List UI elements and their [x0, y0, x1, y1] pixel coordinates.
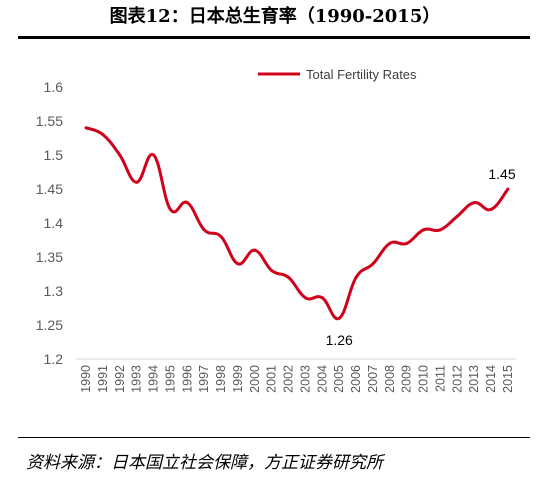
data-point — [506, 187, 510, 191]
data-point — [270, 269, 274, 273]
data-point — [152, 153, 156, 157]
x-tick-label: 2007 — [366, 365, 380, 393]
legend: Total Fertility Rates — [258, 67, 417, 82]
y-axis: 1.2 1.25 1.3 1.35 1.4 1.45 1.5 1.55 1.6 — [36, 79, 63, 367]
x-tick-label: 2012 — [450, 365, 464, 393]
annotation-layer: 1.26 1.45 — [326, 166, 516, 348]
x-tick-label: 1999 — [231, 365, 245, 393]
x-tick-label: 2000 — [248, 365, 262, 393]
data-point — [303, 296, 307, 300]
y-tick-label: 1.6 — [44, 79, 64, 95]
y-tick-label: 1.4 — [44, 215, 64, 231]
data-point — [438, 228, 442, 232]
y-tick-label: 1.5 — [44, 147, 64, 163]
data-point — [118, 153, 122, 157]
x-tick-label: 2010 — [417, 365, 431, 393]
data-point — [320, 296, 324, 300]
x-tick-label: 1992 — [113, 365, 127, 393]
data-point — [185, 201, 189, 205]
y-tick-label: 1.35 — [36, 249, 63, 265]
x-tick-label: 2003 — [298, 365, 312, 393]
figure-title: 图表12：日本总生育率（1990-2015） — [109, 6, 441, 27]
series-layer — [84, 126, 510, 321]
data-point — [168, 207, 172, 211]
x-tick-label: 1994 — [147, 365, 161, 393]
data-point — [202, 228, 206, 232]
x-axis: 1990 1991 1992 1993 1994 1995 1996 1997 1998 1999… — [79, 365, 515, 393]
x-tick-label: 1995 — [163, 365, 177, 393]
x-tick-label: 2013 — [467, 365, 481, 393]
data-point — [135, 180, 139, 184]
x-tick-label: 2002 — [282, 365, 296, 393]
line-chart: Total Fertility Rates 1.21.251.31.351.41… — [36, 67, 516, 393]
data-label: 1.26 — [326, 332, 353, 348]
data-point — [101, 133, 105, 137]
series-line-total-fertility-rates — [85, 126, 510, 321]
x-tick-label: 1998 — [214, 365, 228, 393]
y-tick-label: 1.3 — [44, 283, 64, 299]
x-tick-label: 2005 — [332, 365, 346, 393]
data-label: 1.45 — [488, 166, 515, 182]
data-point — [337, 316, 341, 320]
data-point — [219, 235, 223, 239]
y-tick-label: 1.25 — [36, 317, 63, 333]
source-note: 资料来源：日本国立社会保障，方正证券研究所 — [26, 453, 383, 473]
data-point — [236, 262, 240, 266]
x-tick-label: 2001 — [265, 365, 279, 393]
x-tick-label: 1990 — [79, 365, 93, 393]
data-point — [388, 241, 392, 245]
x-tick-label: 2011 — [433, 365, 447, 392]
x-tick-label: 2006 — [349, 365, 363, 393]
data-point — [84, 126, 88, 130]
bottom-rule — [18, 437, 530, 438]
x-tick-label: 2014 — [484, 365, 498, 393]
x-tick-label: 2004 — [315, 365, 329, 393]
x-tick-label: 1996 — [180, 365, 194, 393]
y-tick-label: 1.55 — [36, 113, 63, 129]
data-point — [472, 201, 476, 205]
x-tick-label: 1993 — [130, 365, 144, 393]
x-tick-label: 2009 — [400, 365, 414, 393]
y-tick-label: 1.45 — [36, 181, 63, 197]
y-tick-label: 1.2 — [44, 351, 64, 367]
x-tick-label: 2015 — [501, 365, 515, 393]
data-point — [371, 262, 375, 266]
data-point — [455, 214, 459, 218]
legend-label: Total Fertility Rates — [306, 67, 417, 82]
data-point — [422, 228, 426, 232]
data-point — [354, 275, 358, 279]
data-point — [253, 248, 257, 252]
x-tick-label: 1997 — [197, 365, 211, 393]
x-tick-label: 1991 — [96, 365, 110, 393]
data-point — [405, 241, 409, 245]
top-rule — [18, 36, 530, 39]
data-point — [287, 275, 291, 279]
x-tick-label: 2008 — [383, 365, 397, 393]
data-point — [489, 207, 493, 211]
